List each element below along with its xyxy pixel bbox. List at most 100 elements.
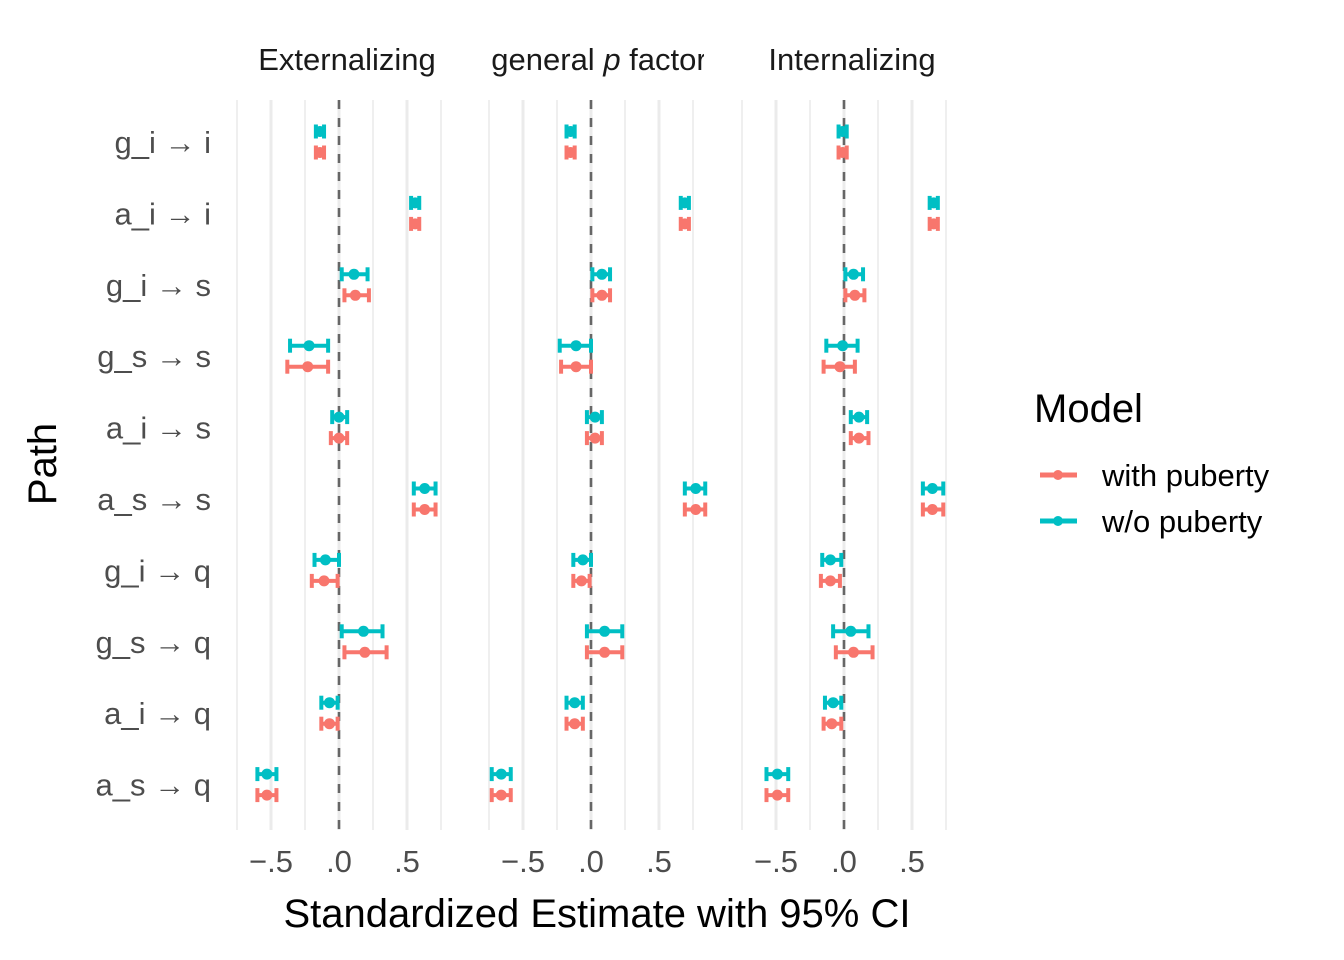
point-estimate — [928, 197, 940, 209]
point-estimate — [333, 411, 345, 423]
point-estimate — [495, 768, 507, 780]
point-estimate — [261, 768, 273, 780]
estimate-a-s-to-s-w-o-puberty — [682, 481, 708, 496]
estimate-g-i-to-s-w-o-puberty — [590, 267, 613, 282]
estimate-a-i-to-s-w-o-puberty — [584, 410, 604, 425]
point-estimate — [495, 789, 507, 801]
point-estimate — [599, 625, 611, 637]
estimate-g-i-to-i-with-puberty — [564, 145, 577, 160]
x-axis-title: Standardized Estimate with 95% CI — [284, 892, 911, 936]
estimate-g-s-to-s-with-puberty — [559, 359, 593, 374]
estimate-g-i-to-i-with-puberty — [313, 145, 327, 160]
estimate-a-s-to-q-with-puberty — [489, 788, 513, 803]
y-tick-label-a-i-to-i: a_i → i — [115, 196, 211, 231]
point-estimate — [565, 126, 577, 137]
panel-title-part: factor — [621, 42, 707, 77]
point-estimate — [834, 361, 846, 373]
point-estimate — [690, 504, 702, 515]
estimate-a-i-to-s-with-puberty — [584, 431, 604, 446]
point-estimate — [575, 575, 587, 587]
point-estimate — [849, 289, 861, 301]
panel-title-internalizing: Internalizing — [768, 42, 935, 77]
point-estimate — [848, 646, 860, 658]
estimate-a-i-to-s-w-o-puberty — [848, 410, 870, 425]
point-estimate — [359, 646, 371, 658]
x-tick-label: −.5 — [249, 844, 293, 879]
point-estimate — [827, 697, 839, 709]
estimate-g-i-to-q-with-puberty — [309, 573, 340, 588]
panel-title-general-p-factor: general p factor — [491, 42, 706, 77]
panel-externalizing: Externalizing −.5 .0 .5 — [236, 42, 442, 879]
y-tick-label-a-i-to-s: a_i → s — [106, 411, 211, 446]
point-estimate — [319, 554, 331, 566]
estimate-g-s-to-s-w-o-puberty — [557, 338, 593, 353]
estimate-g-s-to-q-w-o-puberty — [831, 624, 871, 639]
x-tick-label: −.5 — [754, 844, 798, 879]
estimate-g-s-to-s-with-puberty — [285, 359, 331, 374]
estimate-a-i-to-s-with-puberty — [848, 431, 871, 446]
y-tick-label-a-i-to-q: a_i → q — [104, 696, 211, 731]
point-estimate — [845, 625, 857, 637]
estimate-g-s-to-q-w-o-puberty — [584, 624, 625, 639]
y-tick-label-g-i-to-i: g_i → i — [115, 125, 211, 160]
y-axis: g_i → i a_i → i g_i → s g_s → s a_i → s a_s →… — [96, 125, 211, 803]
legend-key-dot-with-puberty — [1053, 470, 1063, 480]
panel-title-part: general — [491, 42, 603, 77]
estimate-g-i-to-s-with-puberty — [342, 288, 371, 303]
point-estimate — [333, 432, 345, 444]
estimate-a-i-to-i-w-o-puberty — [678, 195, 691, 210]
point-estimate — [596, 268, 608, 280]
point-estimate — [926, 504, 938, 515]
estimate-g-i-to-i-w-o-puberty — [313, 124, 327, 139]
estimate-a-i-to-i-w-o-puberty — [409, 195, 422, 210]
estimate-a-s-to-q-w-o-puberty — [255, 767, 279, 782]
x-tick-label: −.5 — [501, 844, 545, 879]
estimate-g-i-to-s-w-o-puberty — [843, 267, 866, 282]
estimate-a-s-to-s-with-puberty — [411, 502, 438, 517]
point-estimate — [303, 340, 315, 352]
panel-title-externalizing: Externalizing — [258, 42, 435, 77]
point-estimate — [409, 197, 421, 209]
estimate-a-i-to-i-with-puberty — [927, 216, 940, 231]
estimate-g-s-to-q-with-puberty — [584, 645, 625, 660]
y-tick-label-a-s-to-q: a_s → q — [96, 768, 211, 803]
legend-entry-without-puberty: w/o puberty — [1040, 504, 1263, 539]
estimate-a-i-to-q-with-puberty — [319, 716, 340, 731]
panel-internalizing: Internalizing −.5 .0 .5 — [741, 42, 947, 879]
estimate-a-s-to-q-with-puberty — [255, 788, 279, 803]
estimate-a-s-to-q-with-puberty — [764, 788, 791, 803]
x-tick-label: .0 — [578, 844, 604, 879]
point-estimate — [928, 218, 940, 230]
point-estimate — [837, 126, 849, 137]
point-estimate — [853, 432, 865, 444]
estimate-g-s-to-s-w-o-puberty — [824, 338, 860, 353]
point-estimate — [853, 411, 865, 423]
estimate-g-s-to-q-with-puberty — [833, 645, 875, 660]
point-estimate — [314, 147, 326, 158]
point-estimate — [837, 147, 849, 158]
estimate-a-i-to-i-w-o-puberty — [927, 195, 940, 210]
legend-entry-with-puberty: with puberty — [1040, 458, 1270, 493]
point-estimate — [261, 789, 273, 801]
x-tick-label: .0 — [326, 844, 352, 879]
legend-label-without-puberty: w/o puberty — [1101, 504, 1263, 539]
point-estimate — [824, 554, 836, 566]
estimate-a-i-to-s-w-o-puberty — [330, 410, 350, 425]
point-estimate — [848, 268, 860, 280]
estimate-a-i-to-s-with-puberty — [328, 431, 350, 446]
point-estimate — [589, 411, 601, 423]
x-tick-label: .5 — [394, 844, 420, 879]
y-tick-label-g-s-to-s: g_s → s — [97, 339, 211, 374]
point-estimate — [419, 483, 431, 494]
point-estimate — [926, 483, 938, 494]
point-estimate — [419, 504, 431, 515]
point-estimate — [577, 554, 589, 566]
estimate-a-i-to-q-w-o-puberty — [822, 695, 844, 710]
point-estimate — [837, 340, 849, 352]
y-tick-label-g-s-to-q: g_s → q — [96, 625, 211, 660]
point-estimate — [323, 718, 335, 730]
estimate-a-i-to-q-w-o-puberty — [319, 695, 340, 710]
estimate-g-i-to-q-w-o-puberty — [571, 552, 593, 567]
panel-title-italic: p — [602, 42, 620, 77]
